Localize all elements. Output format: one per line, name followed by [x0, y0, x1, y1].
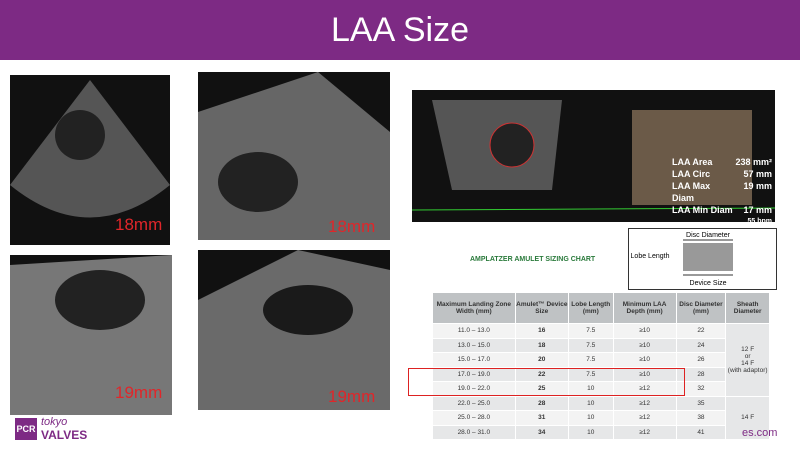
logo-mark: PCR	[15, 418, 37, 440]
column-header: Maximum Landing Zone Width (mm)	[432, 292, 516, 324]
logo-city: tokyo	[41, 416, 68, 428]
sheath-cell: 14 F	[725, 395, 770, 440]
measurement-name: LAA Area	[672, 157, 713, 167]
column-header: Amulet™ Device Size	[514, 292, 569, 324]
column-header: Sheath Diameter	[725, 292, 770, 324]
echo-image: 19mm	[198, 250, 390, 410]
diagram-label: Device Size	[690, 280, 727, 287]
table-cell: 22.0 – 25.0	[432, 395, 516, 411]
table-cell: ≥10	[612, 323, 677, 339]
table-cell: ≥12	[612, 410, 677, 426]
table-row: 17.0 – 19.0 22 7.5 ≥10 28	[432, 366, 770, 382]
table-cell: 11.0 – 13.0	[432, 323, 516, 339]
table-cell: 41	[675, 424, 727, 440]
table-row: 13.0 – 15.0 18 7.5 ≥10 24	[432, 337, 770, 353]
measurement-value: 17 mm	[743, 205, 772, 215]
url-fragment: es.com	[742, 427, 778, 439]
table-cell: ≥10	[612, 352, 677, 368]
measurement-label: 19mm	[328, 387, 376, 406]
table-cell: 10	[567, 424, 614, 440]
table-row: 22.0 – 25.0 28 10 ≥12 35 14 F	[432, 395, 770, 440]
table-cell: 28	[675, 366, 727, 382]
diagram-label: Disc Diameter	[686, 232, 731, 239]
table-cell: 35	[675, 395, 727, 411]
measurement-label: 18mm	[115, 215, 163, 234]
table-cell: 10	[567, 381, 614, 397]
device-diagram: Disc Diameter Lobe Length Device Size	[628, 228, 777, 290]
sheath-line: 12 F	[741, 345, 755, 353]
measurement-value: 238 mm²	[735, 157, 772, 167]
table-cell: ≥10	[612, 366, 677, 382]
table-cell: 10	[567, 395, 614, 411]
table-cell: 28	[514, 395, 569, 411]
table-cell: 26	[675, 352, 727, 368]
table-cell: 7.5	[567, 337, 614, 353]
slide-title: LAA Size	[0, 0, 800, 60]
column-header: Minimum LAA Depth (mm)	[612, 292, 677, 324]
table-cell: 32	[675, 381, 727, 397]
table-row: 15.0 – 17.0 20 7.5 ≥10 26	[432, 352, 770, 368]
table-cell: 38	[675, 410, 727, 426]
logo-name: VALVES	[41, 428, 88, 442]
sizing-table: Maximum Landing Zone Width (mm) Amulet™ D…	[432, 292, 770, 440]
3d-echo-image	[412, 90, 775, 222]
table-cell: 34	[514, 424, 569, 440]
table-cell: 16	[514, 323, 569, 339]
table-cell: ≥12	[612, 395, 677, 411]
heart-rate: 55 bpm	[747, 218, 772, 225]
table-row: 28.0 – 31.0 34 10 ≥12 41	[432, 424, 770, 440]
table-cell: ≥10	[612, 337, 677, 353]
echo-image: 18mm	[198, 72, 390, 240]
table-cell: 22	[514, 366, 569, 382]
table-cell: 24	[675, 337, 727, 353]
table-cell: 10	[567, 410, 614, 426]
table-cell: 31	[514, 410, 569, 426]
measurement-label: 19mm	[115, 383, 163, 402]
measurement-value: 19 mm	[743, 181, 772, 191]
sheath-line: 14 F	[741, 359, 755, 367]
table-cell: 18	[514, 337, 569, 353]
echo-image: 18mm	[10, 75, 170, 245]
sheath-line: or	[744, 352, 751, 360]
measurement-row: LAA Area 238 mm²	[672, 156, 772, 168]
table-cell: ≥12	[612, 424, 677, 440]
measurement-row: LAA Min Diam 17 mm	[672, 204, 772, 216]
header-row: Maximum Landing Zone Width (mm) Amulet™ D…	[432, 292, 770, 324]
highlight-box	[408, 368, 685, 396]
sheath-line: (with adaptor)	[727, 366, 768, 374]
table-cell: 19.0 – 22.0	[432, 381, 516, 397]
table-row: 25.0 – 28.0 31 10 ≥12 38	[432, 410, 770, 426]
table-cell: 15.0 – 17.0	[432, 352, 516, 368]
table-cell: 7.5	[567, 323, 614, 339]
table-cell: 20	[514, 352, 569, 368]
measurement-row: LAA Max Diam 19 mm	[672, 180, 772, 204]
measurement-name: LAA Circ	[672, 169, 711, 179]
column-header: Lobe Length (mm)	[567, 292, 614, 324]
table-cell: 13.0 – 15.0	[432, 337, 516, 353]
table-cell: 7.5	[567, 352, 614, 368]
chart-title: AMPLATZER AMULET SIZING CHART	[470, 256, 596, 263]
measurement-row: LAA Circ 57 mm	[672, 168, 772, 180]
measurement-label: 18mm	[328, 217, 376, 236]
measurement-name: LAA Max Diam	[672, 181, 711, 203]
measurement-name: LAA Min Diam	[672, 205, 733, 215]
measurement-value: 57 mm	[743, 169, 772, 179]
table-cell: 25.0 – 28.0	[432, 410, 516, 426]
measurement-panel: LAA Area 238 mm² LAA Circ 57 mm LAA Max Diam…	[672, 156, 772, 228]
diagram-label: Lobe Length	[631, 253, 670, 260]
sheath-line: 14 F	[741, 414, 755, 422]
echo-image: 19mm	[10, 255, 172, 415]
table-cell: 22	[675, 323, 727, 339]
column-header: Disc Diameter (mm)	[675, 292, 727, 324]
table-cell: 28.0 – 31.0	[432, 424, 516, 440]
